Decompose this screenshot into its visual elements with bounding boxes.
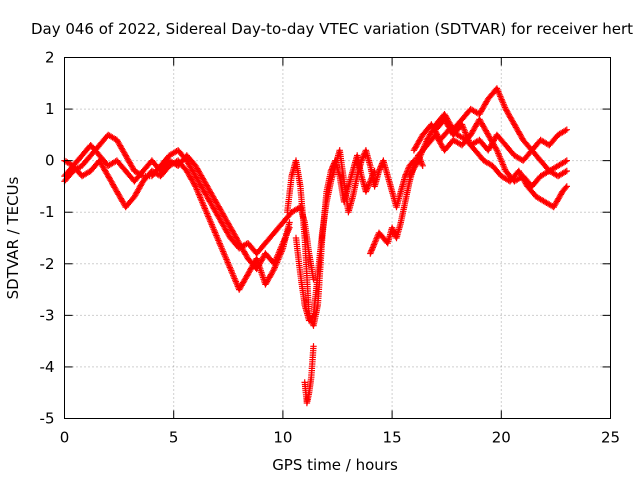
y-tick-label: -3 xyxy=(40,306,55,324)
series-track-k xyxy=(432,116,570,175)
data-point-markers xyxy=(301,343,317,407)
series-track-f xyxy=(301,343,317,407)
x-tick-label: 10 xyxy=(273,429,292,447)
y-tick-label: -5 xyxy=(40,410,55,428)
y-axis-label: SDTVAR / TECUs xyxy=(4,176,22,299)
data-point-markers xyxy=(432,116,570,175)
y-tick-label: -1 xyxy=(40,203,55,221)
x-tick-label: 15 xyxy=(383,429,402,447)
x-axis-label: GPS time / hours xyxy=(272,456,398,474)
data-point-markers xyxy=(61,157,293,293)
plot-frame xyxy=(64,57,611,419)
data-series xyxy=(61,85,570,407)
series-track-e xyxy=(292,147,418,324)
y-tick-label: 2 xyxy=(45,49,55,67)
x-tick-label: 5 xyxy=(169,429,179,447)
x-tick-label: 25 xyxy=(601,429,620,447)
y-tick-label: 0 xyxy=(45,152,55,170)
x-tick-label: 20 xyxy=(492,429,511,447)
chart-title: Day 046 of 2022, Sidereal Day-to-day VTE… xyxy=(31,20,633,38)
data-point-markers xyxy=(292,147,418,324)
grid xyxy=(64,57,611,419)
x-tick-label: 0 xyxy=(60,429,70,447)
y-tick-label: 1 xyxy=(45,100,55,118)
series-track-b xyxy=(61,157,293,293)
y-tick-label: -4 xyxy=(40,358,55,376)
y-tick-label: -2 xyxy=(40,255,55,273)
